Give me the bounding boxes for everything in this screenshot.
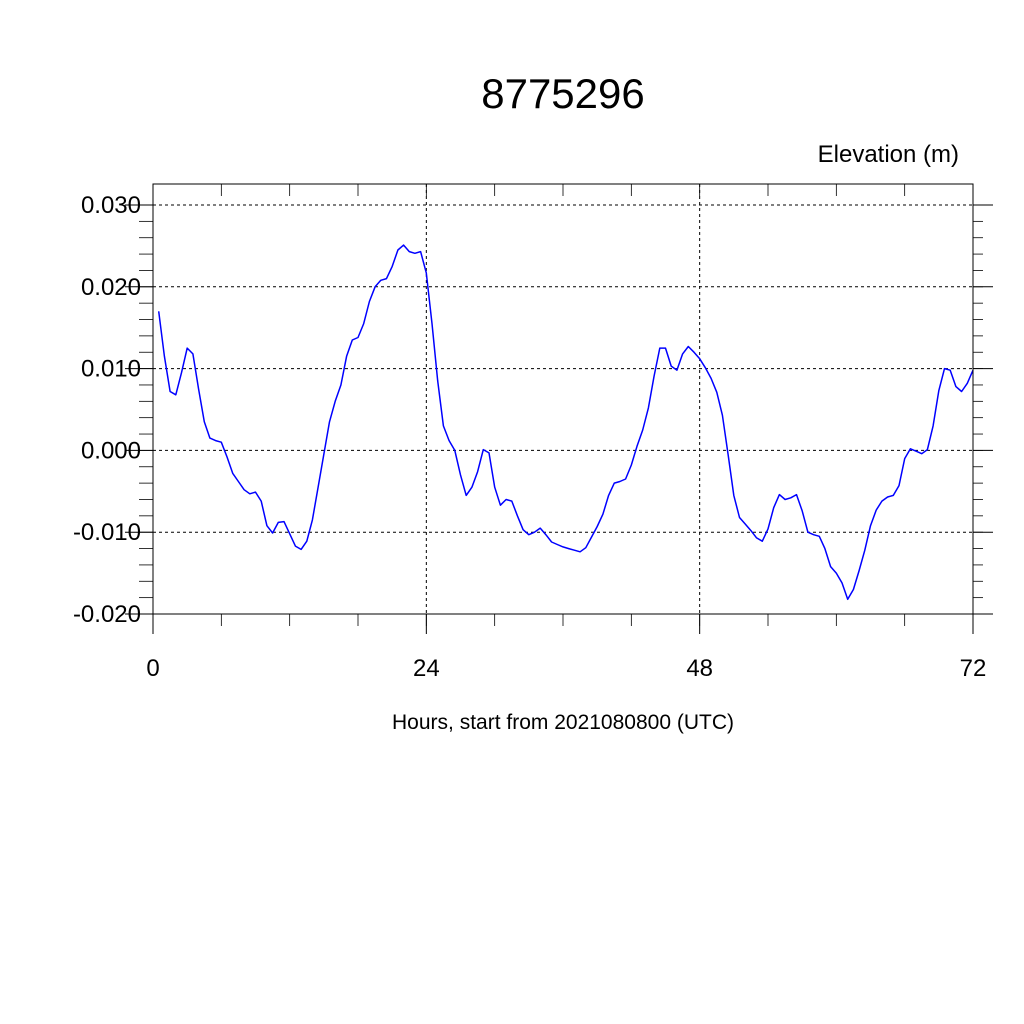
y-tick-label: -0.020 [73, 601, 141, 628]
grid-lines [153, 184, 973, 615]
y-tick-label: 0.000 [81, 437, 141, 464]
y-tick-label: -0.010 [73, 519, 141, 546]
minor-ticks [139, 184, 983, 626]
x-tick-label: 24 [413, 655, 440, 682]
y-tick-label: 0.020 [81, 274, 141, 301]
y-tick-labels: -0.020 -0.010 0.000 0.010 0.020 0.030 [73, 192, 141, 628]
x-axis-label: Hours, start from 2021080800 (UTC) [392, 711, 734, 734]
x-tick-label: 0 [146, 655, 159, 682]
major-ticks [125, 204, 993, 634]
series-line [157, 244, 974, 601]
chart-title: 8775296 [481, 70, 645, 117]
x-tick-label: 48 [686, 655, 713, 682]
y-tick-label: 0.030 [81, 192, 141, 219]
y-axis-label: Elevation (m) [818, 141, 959, 168]
x-tick-label: 72 [960, 655, 987, 682]
y-tick-label: 0.010 [81, 356, 141, 383]
x-tick-labels: 0 24 48 72 [146, 655, 986, 682]
plot-frame [152, 183, 974, 615]
